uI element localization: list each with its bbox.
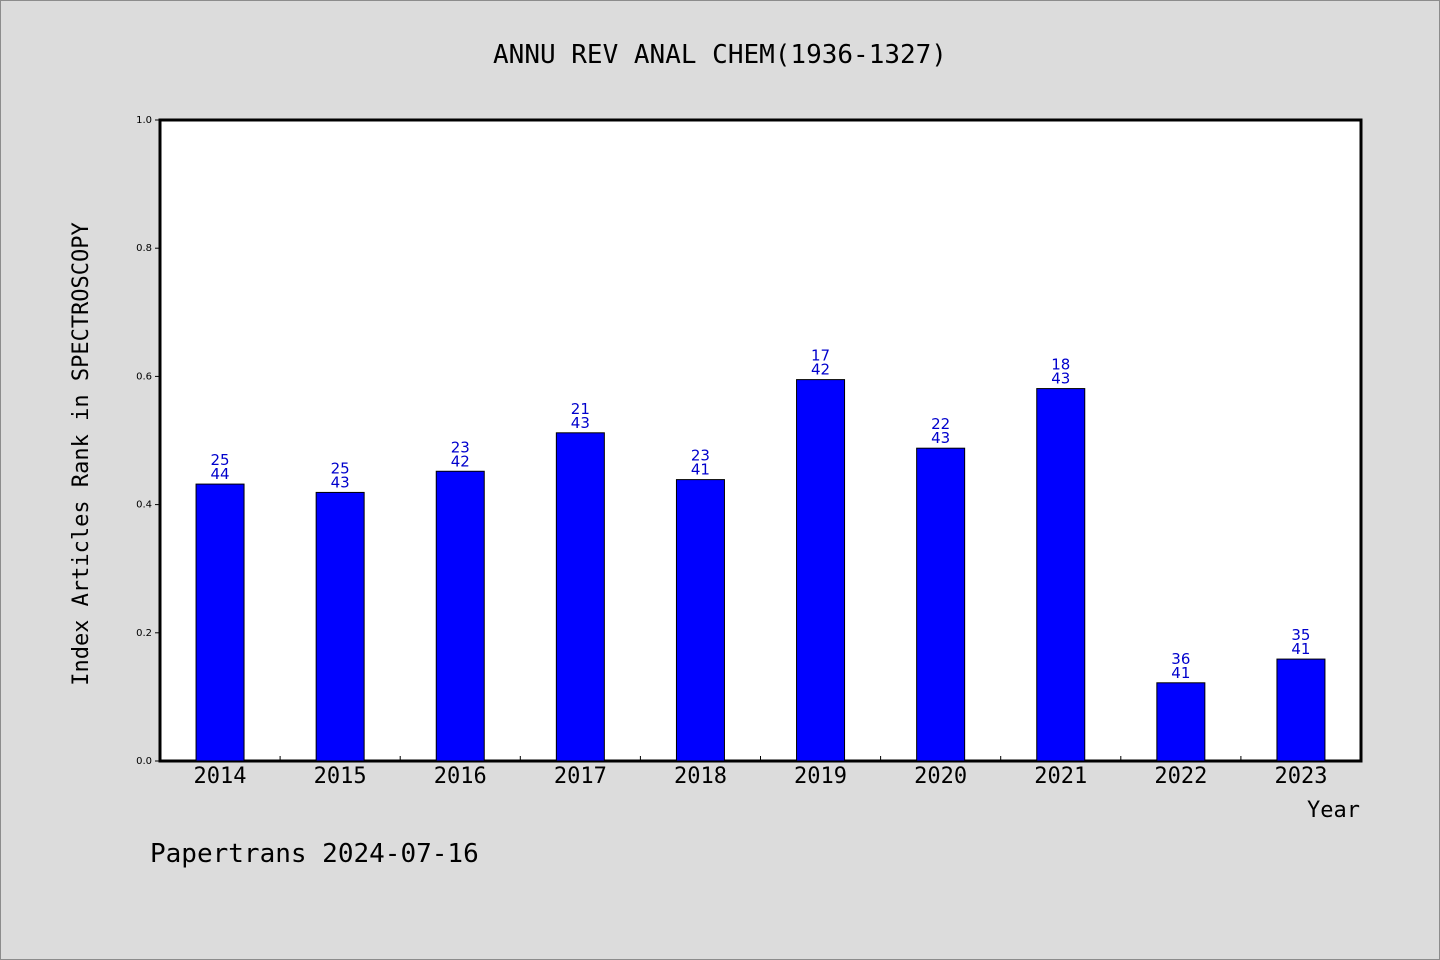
- bar-2020: [916, 447, 966, 762]
- bar-total-label: 43: [571, 414, 590, 432]
- y-axis-title: Index Articles Rank in SPECTROSCOPY: [69, 222, 94, 686]
- bar-rank-label: 21: [571, 400, 590, 418]
- x-tick-label: 2019: [794, 764, 847, 789]
- bar-2022: [1156, 682, 1206, 762]
- chart-title: ANNU REV ANAL CHEM(1936-1327): [493, 40, 947, 70]
- x-tick-label: 2021: [1034, 764, 1087, 789]
- bar-rank-label: 25: [211, 451, 230, 469]
- bar-total-label: 41: [1291, 640, 1310, 658]
- bar-rank-label: 18: [1051, 356, 1070, 374]
- x-tick-label: 2020: [914, 764, 967, 789]
- y-tick-label: 0.0: [136, 756, 152, 767]
- y-tick-label: 0.2: [136, 628, 152, 639]
- bar-total-label: 43: [1051, 370, 1070, 388]
- y-tick-label: 0.8: [136, 243, 152, 254]
- x-tick-label: 2014: [194, 764, 247, 789]
- bar-2017: [555, 432, 605, 762]
- bar-rank-label: 35: [1291, 626, 1310, 644]
- bar-total-label: 44: [211, 465, 230, 483]
- bar-total-label: 43: [931, 429, 950, 447]
- bar-rank-label: 23: [451, 438, 470, 456]
- x-tick-label: 2017: [554, 764, 607, 789]
- bar-2023: [1276, 658, 1326, 762]
- y-tick-label: 1.0: [136, 115, 152, 126]
- bar-2014: [195, 483, 245, 762]
- bars: [195, 379, 1326, 762]
- bar-2015: [315, 491, 365, 762]
- x-tick-label: 2016: [434, 764, 487, 789]
- bar-rank-label: 22: [931, 415, 950, 433]
- bar-total-label: 43: [331, 473, 350, 491]
- y-axis: 0.0 0.2 0.4 0.6 0.8 1.0: [136, 115, 160, 767]
- bar-rank-label: 25: [331, 459, 350, 477]
- x-axis-title: Year: [1307, 798, 1360, 823]
- bar-2019: [796, 379, 846, 762]
- x-tick-label: 2015: [314, 764, 367, 789]
- footer-credit: Papertrans 2024-07-16: [150, 839, 479, 869]
- x-tick-label: 2022: [1154, 764, 1207, 789]
- bar-2021: [1036, 388, 1086, 762]
- x-axis: 2014 2015 2016 2017 2018 2019 2020 2021 2022 2023: [194, 756, 1327, 789]
- x-tick-label: 2018: [674, 764, 727, 789]
- bar-total-label: 41: [691, 461, 710, 479]
- y-tick-label: 0.6: [136, 371, 152, 382]
- bar-total-label: 42: [811, 361, 830, 379]
- bar-rank-label: 36: [1171, 650, 1190, 668]
- bar-rank-label: 23: [691, 447, 710, 465]
- x-tick-label: 2023: [1274, 764, 1327, 789]
- bar-total-label: 41: [1171, 664, 1190, 682]
- y-tick-label: 0.4: [136, 500, 152, 511]
- bar-2016: [435, 470, 485, 762]
- bar-total-label: 42: [451, 452, 470, 470]
- bar-rank-label: 17: [811, 347, 830, 365]
- bar-2018: [675, 479, 725, 762]
